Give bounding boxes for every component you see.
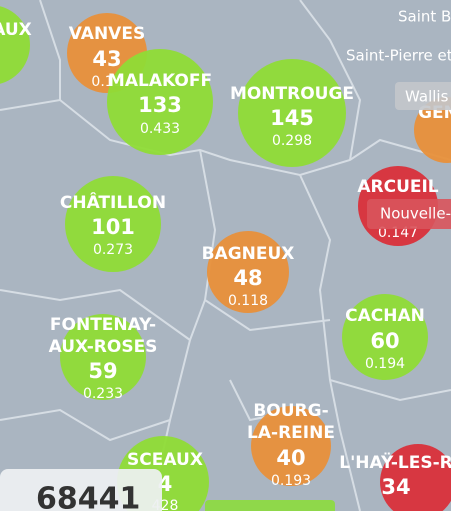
place-name: L'HAŸ-LES-R <box>339 451 451 473</box>
place-name: MONTROUGE <box>230 84 354 104</box>
place-count: 101 <box>91 215 135 239</box>
marker-circle <box>380 444 451 511</box>
place-name: SCEAUX <box>127 450 203 470</box>
place-name: CACHAN <box>345 306 425 326</box>
marker-circle <box>414 97 451 163</box>
street-label: Saint-Pierre et <box>346 47 451 65</box>
place-count: 133 <box>138 93 182 117</box>
place-name: VANVES <box>69 24 145 44</box>
place-marker: BOURG-LA-REINE 40 0.193 <box>247 401 335 489</box>
place-ratio: 0.273 <box>93 242 133 258</box>
place-marker: AUX <box>0 6 32 84</box>
place-ratio: 0.233 <box>83 386 123 402</box>
place-name: LA-REINE <box>247 423 335 443</box>
place-name: ARCUEIL <box>357 177 438 197</box>
place-name: AUX <box>0 20 32 40</box>
place-count: 43 <box>92 47 121 71</box>
place-count: 145 <box>270 106 314 130</box>
place-name: BOURG- <box>253 401 328 421</box>
place-count: 34 <box>381 475 410 499</box>
marker-circle <box>107 49 213 155</box>
place-marker: L'HAŸ-LES-R34 <box>339 444 451 511</box>
place-ratio: 0.194 <box>365 356 405 372</box>
place-name: CHÂTILLON <box>60 191 166 213</box>
marker-circle <box>342 294 428 380</box>
street-pill <box>367 199 451 229</box>
street-pill <box>395 82 451 110</box>
place-ratio: 0.118 <box>228 293 268 309</box>
place-name: BAGNEUX <box>202 244 295 264</box>
place-ratio: 0.433 <box>140 121 180 137</box>
place-count: 40 <box>276 446 305 470</box>
place-ratio: 0.298 <box>272 133 312 149</box>
place-name: MALAKOFF <box>108 71 212 91</box>
street-label: Nouvelle- <box>380 205 451 223</box>
place-ratio: 0.193 <box>271 473 311 489</box>
place-name: AUX-ROSES <box>49 337 158 357</box>
place-count: 59 <box>88 359 117 383</box>
marker-circle <box>0 6 30 84</box>
total-count: 68441 <box>36 482 140 511</box>
marker-circle <box>65 176 161 272</box>
street-label: Saint Ba <box>398 8 451 26</box>
place-count: 60 <box>370 329 399 353</box>
place-count: 48 <box>233 266 262 290</box>
street-label: Wallis <box>405 88 449 106</box>
place-marker: CACHAN 60 0.194 <box>342 294 428 380</box>
total-box <box>0 469 162 511</box>
marker-circle <box>238 59 346 167</box>
action-button[interactable] <box>205 500 335 511</box>
marker-circle <box>60 314 146 400</box>
marker-circle <box>251 406 331 486</box>
place-name: FONTENAY- <box>50 315 156 335</box>
marker-circle <box>207 231 289 313</box>
